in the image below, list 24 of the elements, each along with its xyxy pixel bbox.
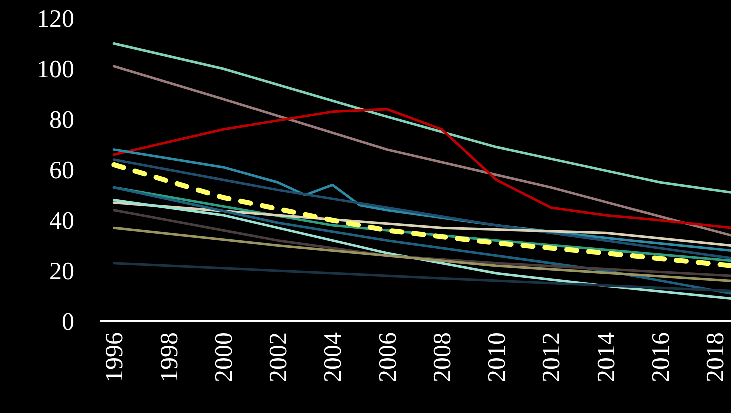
line-series xyxy=(112,262,731,292)
y-tick-label: 100 xyxy=(37,56,74,84)
x-tick-label: 2012 xyxy=(538,332,566,382)
y-tick-label: 120 xyxy=(37,6,74,33)
y-tick-label: 0 xyxy=(62,309,74,336)
line-series xyxy=(112,226,731,282)
y-tick-label: 80 xyxy=(50,107,74,134)
y-tick-label: 20 xyxy=(50,258,74,286)
x-tick-label: 2010 xyxy=(484,332,512,382)
x-tick-label: 2014 xyxy=(593,332,620,382)
line-series xyxy=(112,65,731,237)
x-tick-label: 2006 xyxy=(374,332,402,382)
x-tick-label: 1996 xyxy=(102,332,129,382)
x-tick-label: 2002 xyxy=(266,332,293,382)
x-tick-label: 2004 xyxy=(320,332,348,382)
line-series xyxy=(112,108,731,230)
x-tick-label: 2000 xyxy=(210,332,238,382)
x-tick-label: 2018 xyxy=(702,332,730,382)
x-tick-label: 1998 xyxy=(156,332,184,382)
line-series xyxy=(112,42,731,194)
y-tick-label: 40 xyxy=(50,208,74,235)
x-tick-label: 2008 xyxy=(429,332,456,382)
y-tick-label: 60 xyxy=(50,158,74,184)
x-tick-label: 2016 xyxy=(648,332,675,382)
